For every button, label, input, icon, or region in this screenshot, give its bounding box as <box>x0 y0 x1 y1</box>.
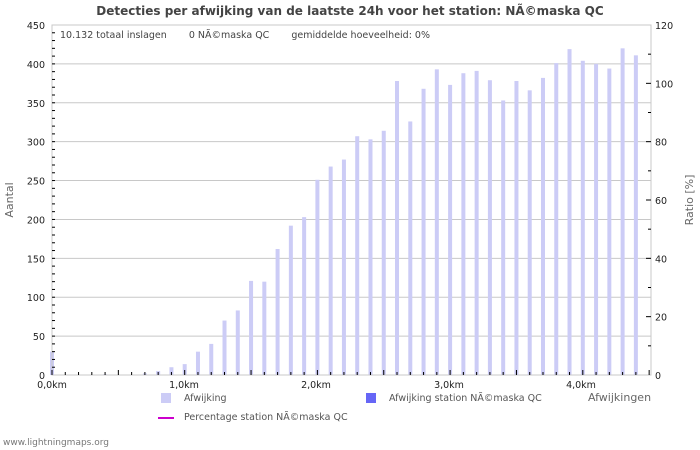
bar <box>514 81 519 375</box>
legend-label-percentage-station: Percentage station NÃ©maska QC <box>184 412 348 423</box>
bar <box>222 320 227 375</box>
y2-tick-label: 0 <box>655 371 661 382</box>
bar <box>209 343 214 375</box>
bar <box>395 81 400 375</box>
y-tick-label: 50 <box>33 332 45 343</box>
y-tick-label: 300 <box>27 138 45 149</box>
y-tick-label: 350 <box>27 99 45 110</box>
bar <box>580 60 585 376</box>
y-tick-label: 450 <box>27 21 45 32</box>
right-axis-title: Ratio [%] <box>683 175 696 226</box>
legend-swatch-percentage-station <box>158 417 174 419</box>
bar <box>355 136 360 375</box>
bar <box>288 225 293 375</box>
bar <box>448 84 453 375</box>
bar <box>540 77 545 375</box>
bar <box>567 49 572 375</box>
y-tick-label: 400 <box>27 60 45 71</box>
bar <box>527 90 532 375</box>
left-axis-title: Aantal <box>3 182 16 217</box>
bar <box>169 367 174 375</box>
bar <box>235 310 240 375</box>
y2-tick-label: 40 <box>655 254 667 265</box>
y2-tick-label: 80 <box>655 138 667 149</box>
bar <box>461 73 466 375</box>
bar <box>275 249 280 375</box>
legend-label-afwijking-station: Afwijking station NÃ©maska QC <box>389 393 542 404</box>
bar <box>554 63 559 375</box>
y-tick-label: 100 <box>27 293 45 304</box>
bar <box>302 217 307 375</box>
x-tick-label: 2,0km <box>301 380 331 391</box>
bar <box>434 69 439 375</box>
gridlines <box>52 63 651 337</box>
chart-title: Detecties per afwijking van de laatste 2… <box>96 4 604 18</box>
bar <box>195 351 200 375</box>
legend-swatch-afwijking-station <box>366 393 376 403</box>
bar <box>381 130 386 375</box>
average-ratio: gemiddelde hoeveelheid: 0% <box>291 30 431 41</box>
bar <box>620 48 625 375</box>
bar <box>421 88 426 376</box>
legend-swatch-afwijking <box>161 393 171 403</box>
bar <box>633 55 638 375</box>
footer-credit: www.lightningmaps.org <box>3 438 109 448</box>
bar <box>328 166 333 375</box>
x-tick-label: 1,0km <box>169 380 199 391</box>
plot-frame <box>51 24 652 376</box>
x-tick-label: 4,0km <box>566 380 596 391</box>
stats-line: 10.132 totaal inslagen 0 NÃ©maska QC gem… <box>60 30 449 41</box>
y2-tick-label: 100 <box>655 79 673 90</box>
x-axis-title: Afwijkingen <box>588 391 652 404</box>
total-strikes: 10.132 totaal inslagen <box>60 30 167 41</box>
x-tick-label: 0,0km <box>37 380 67 391</box>
bar <box>408 121 413 375</box>
y-tick-label: 0 <box>39 371 45 382</box>
y2-tick-label: 20 <box>655 313 667 324</box>
y2-tick-label: 120 <box>655 21 673 32</box>
bar <box>487 80 492 375</box>
x-tick-label: 3,0km <box>434 380 464 391</box>
bar-series-afwijking <box>50 48 638 376</box>
y-tick-label: 200 <box>27 215 45 226</box>
bar <box>315 179 320 375</box>
y2-tick-label: 60 <box>655 196 667 207</box>
bar <box>594 63 599 376</box>
station-strikes: 0 NÃ©maska QC <box>188 30 270 41</box>
bar <box>368 139 373 375</box>
bar <box>501 100 506 375</box>
bar <box>262 281 267 375</box>
bar <box>182 364 187 375</box>
y-tick-label: 250 <box>27 177 45 188</box>
right-axis-labels: 0 20 40 60 80 100 120 <box>655 21 673 382</box>
legend-label-afwijking: Afwijking <box>184 393 227 404</box>
bar <box>474 70 479 375</box>
left-axis-labels: 0 50 100 150 200 250 300 350 400 450 <box>27 21 45 382</box>
bar <box>341 159 346 375</box>
y-tick-label: 150 <box>27 254 45 265</box>
bar <box>249 280 254 375</box>
axis-ticks <box>51 32 651 375</box>
bar <box>607 68 612 376</box>
